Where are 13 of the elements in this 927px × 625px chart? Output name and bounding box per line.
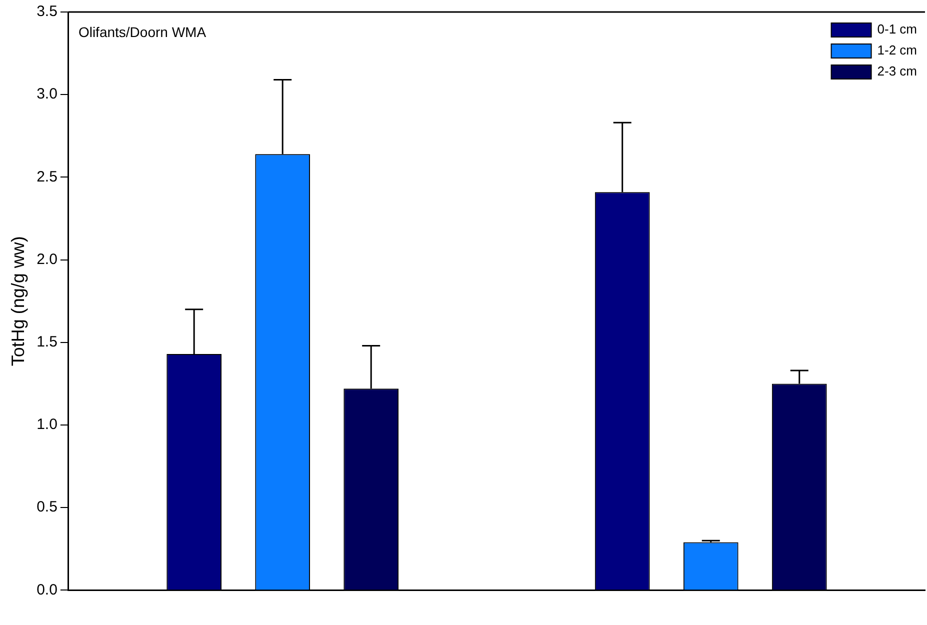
text: Olifants/Doorn WMA (78, 24, 207, 40)
y-tick-label: 2.5 (36, 168, 58, 186)
y-tick-label: 3.0 (36, 86, 58, 103)
y-tick-label: 2.0 (36, 250, 58, 268)
legend-label: 1-2 cm (877, 42, 918, 58)
legend-label: 0-1 cm (877, 22, 918, 37)
y-tick-label: 0.0 (36, 581, 58, 598)
y-axis-title: TotHg (ng/g ww) (8, 236, 28, 366)
y-tick-label: 1.0 (36, 416, 58, 434)
y-tick-label: 1.5 (36, 334, 58, 351)
y-tick-label: 3.5 (36, 3, 58, 20)
legend-label: 2-3 cm (877, 64, 918, 79)
y-tick-label: 0.5 (36, 498, 58, 516)
